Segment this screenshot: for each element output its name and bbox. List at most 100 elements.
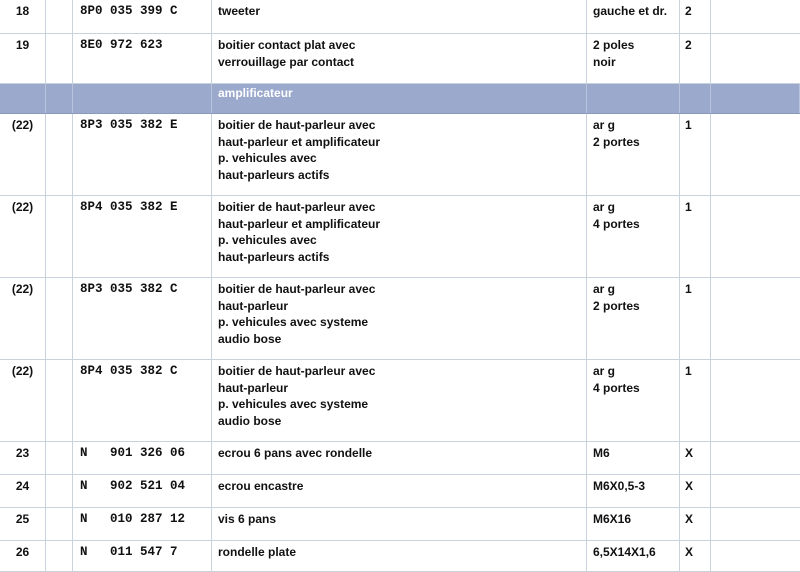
quantity-cell: 1 bbox=[680, 114, 711, 195]
remark-line: 6,5X14X1,6 bbox=[593, 545, 656, 559]
quantity-cell bbox=[680, 84, 711, 113]
description-line: haut-parleur bbox=[218, 298, 289, 313]
extra-cell bbox=[711, 475, 800, 507]
remark-cell: ar g 2 portes bbox=[587, 114, 680, 195]
remark-line: 4 portes bbox=[593, 380, 640, 395]
part-number-cell: N 901 326 06 bbox=[73, 442, 212, 474]
remark-cell: 2 poles noir bbox=[587, 34, 680, 83]
remark-line: 4 portes bbox=[593, 216, 640, 231]
description-line: boitier de haut-parleur avec bbox=[218, 364, 376, 378]
section-row: amplificateur bbox=[0, 84, 800, 114]
quantity-cell: 2 bbox=[680, 0, 711, 33]
remark-line: M6X0,5-3 bbox=[593, 479, 646, 493]
blank-cell bbox=[46, 196, 73, 277]
remark-line: noir bbox=[593, 54, 616, 69]
quantity-cell: 1 bbox=[680, 196, 711, 277]
quantity-cell: X bbox=[680, 475, 711, 507]
quantity-cell: X bbox=[680, 442, 711, 474]
part-number-cell: N 011 547 7 bbox=[73, 541, 212, 571]
description-line: verrouillage par contact bbox=[218, 54, 355, 69]
remark-line: 2 portes bbox=[593, 134, 640, 149]
remark-cell: M6 bbox=[587, 442, 680, 474]
part-number-cell: 8P4 035 382 E bbox=[73, 196, 212, 277]
extra-cell bbox=[711, 508, 800, 540]
description-line: haut-parleurs actifs bbox=[218, 167, 330, 182]
remark-cell: ar g 4 portes bbox=[587, 360, 680, 441]
table-row: (22) 8P3 035 382 C boitier de haut-parle… bbox=[0, 278, 800, 360]
remark-cell: M6X0,5-3 bbox=[587, 475, 680, 507]
quantity-cell: 2 bbox=[680, 34, 711, 83]
part-number-cell: 8P3 035 382 C bbox=[73, 278, 212, 359]
description-cell: tweeter bbox=[212, 0, 587, 33]
description-cell: boitier de haut-parleur avec haut-parleu… bbox=[212, 114, 587, 195]
description-cell: boitier de haut-parleur avec haut-parleu… bbox=[212, 278, 587, 359]
position-cell: 25 bbox=[0, 508, 46, 540]
extra-cell bbox=[711, 278, 800, 359]
extra-cell bbox=[711, 442, 800, 474]
table-row: (22) 8P3 035 382 E boitier de haut-parle… bbox=[0, 114, 800, 196]
description-line: audio bose bbox=[218, 413, 282, 428]
description-line: haut-parleur et amplificateur bbox=[218, 216, 381, 231]
part-number-cell: 8P4 035 382 C bbox=[73, 360, 212, 441]
quantity-cell: X bbox=[680, 541, 711, 571]
position-cell: (22) bbox=[0, 278, 46, 359]
table-row: 24 N 902 521 04 ecrou encastre M6X0,5-3 … bbox=[0, 475, 800, 508]
extra-cell bbox=[711, 114, 800, 195]
position-cell: (22) bbox=[0, 114, 46, 195]
description-line: haut-parleurs actifs bbox=[218, 249, 330, 264]
section-title: amplificateur bbox=[212, 84, 587, 113]
extra-cell bbox=[711, 0, 800, 33]
table-row: 18 8P0 035 399 C tweeter gauche et dr. 2 bbox=[0, 0, 800, 34]
description-line: p. vehicules avec systeme bbox=[218, 397, 369, 411]
description-cell: boitier contact plat avec verrouillage p… bbox=[212, 34, 587, 83]
remark-cell: 6,5X14X1,6 bbox=[587, 541, 680, 571]
remark-line: 2 portes bbox=[593, 298, 640, 313]
quantity-cell: X bbox=[680, 508, 711, 540]
description-line: boitier de haut-parleur avec bbox=[218, 200, 376, 214]
description-line: rondelle plate bbox=[218, 545, 297, 559]
blank-cell bbox=[46, 34, 73, 83]
position-cell: 19 bbox=[0, 34, 46, 83]
description-line: audio bose bbox=[218, 331, 282, 346]
part-number-cell: 8E0 972 623 bbox=[73, 34, 212, 83]
part-number-cell: 8P0 035 399 C bbox=[73, 0, 212, 33]
table-row: 23 N 901 326 06 ecrou 6 pans avec rondel… bbox=[0, 442, 800, 475]
table-row: (22) 8P4 035 382 E boitier de haut-parle… bbox=[0, 196, 800, 278]
part-number-cell: N 902 521 04 bbox=[73, 475, 212, 507]
quantity-cell: 1 bbox=[680, 360, 711, 441]
remark-cell: gauche et dr. bbox=[587, 0, 680, 33]
description-cell: rondelle plate bbox=[212, 541, 587, 571]
position-cell: 24 bbox=[0, 475, 46, 507]
description-cell: boitier de haut-parleur avec haut-parleu… bbox=[212, 196, 587, 277]
blank-cell bbox=[46, 360, 73, 441]
position-cell bbox=[0, 84, 46, 113]
description-line: tweeter bbox=[218, 4, 261, 18]
extra-cell bbox=[711, 34, 800, 83]
remark-cell: M6X16 bbox=[587, 508, 680, 540]
remark-line: ar g bbox=[593, 200, 616, 214]
extra-cell bbox=[711, 360, 800, 441]
description-line: boitier contact plat avec bbox=[218, 38, 356, 52]
remark-line: M6X16 bbox=[593, 512, 632, 526]
remark-line: ar g bbox=[593, 282, 616, 296]
extra-cell bbox=[711, 84, 800, 113]
description-line: haut-parleur bbox=[218, 380, 289, 395]
remark-cell: ar g 2 portes bbox=[587, 278, 680, 359]
position-cell: 26 bbox=[0, 541, 46, 571]
description-line: p. vehicules avec bbox=[218, 233, 317, 247]
extra-cell bbox=[711, 541, 800, 571]
quantity-cell: 1 bbox=[680, 278, 711, 359]
table-row: 25 N 010 287 12 vis 6 pans M6X16 X bbox=[0, 508, 800, 541]
description-line: ecrou encastre bbox=[218, 479, 304, 493]
remark-line: M6 bbox=[593, 446, 610, 460]
part-number-cell bbox=[73, 84, 212, 113]
blank-cell bbox=[46, 475, 73, 507]
blank-cell bbox=[46, 84, 73, 113]
description-line: p. vehicules avec systeme bbox=[218, 315, 369, 329]
description-cell: boitier de haut-parleur avec haut-parleu… bbox=[212, 360, 587, 441]
description-line: haut-parleur et amplificateur bbox=[218, 134, 381, 149]
description-line: ecrou 6 pans avec rondelle bbox=[218, 446, 373, 460]
table-row: 19 8E0 972 623 boitier contact plat avec… bbox=[0, 34, 800, 84]
blank-cell bbox=[46, 508, 73, 540]
